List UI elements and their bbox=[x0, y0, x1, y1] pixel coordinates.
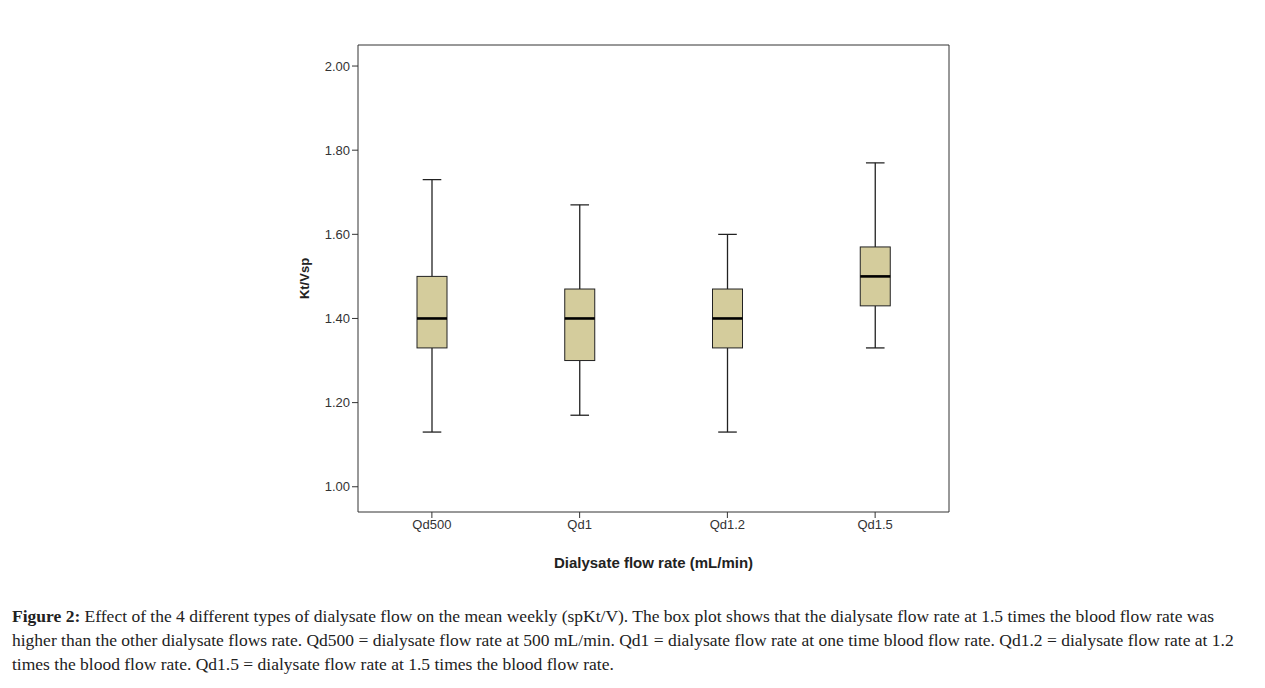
svg-text:1.60: 1.60 bbox=[325, 227, 350, 242]
svg-text:1.40: 1.40 bbox=[325, 311, 350, 326]
svg-text:1.20: 1.20 bbox=[325, 395, 350, 410]
svg-text:Dialysate flow rate (mL/min): Dialysate flow rate (mL/min) bbox=[554, 554, 753, 571]
svg-text:1.00: 1.00 bbox=[325, 479, 350, 494]
svg-text:Qd1.5: Qd1.5 bbox=[857, 517, 892, 532]
html-text:Figure 2: Effect of the 4 diff: Figure 2: Effect of the 4 different type… bbox=[12, 606, 1234, 674]
svg-text:1.80: 1.80 bbox=[325, 143, 350, 158]
svg-text:Kt/Vsp: Kt/Vsp bbox=[297, 258, 312, 299]
svg-text:Qd500: Qd500 bbox=[412, 517, 451, 532]
svg-text:Qd1: Qd1 bbox=[567, 517, 592, 532]
svg-text:2.00: 2.00 bbox=[325, 59, 350, 74]
svg-text:Qd1.2: Qd1.2 bbox=[710, 517, 745, 532]
